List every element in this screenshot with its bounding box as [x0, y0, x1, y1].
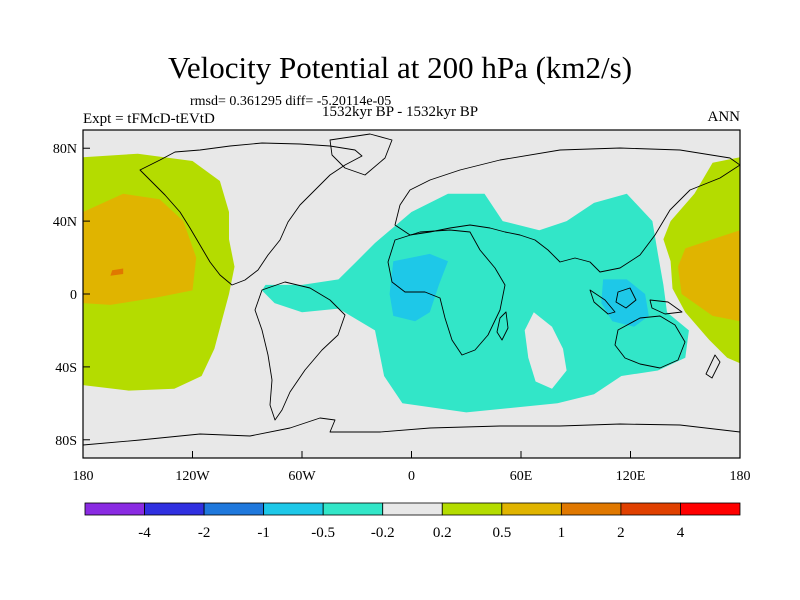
x-tick-label: 120W [175, 469, 210, 484]
period-label: 1532kyr BP - 1532kyr BP [321, 104, 479, 120]
colorbar-swatch [441, 502, 503, 516]
colorbar-swatch [382, 502, 443, 516]
colorbar-label: -2 [198, 525, 211, 541]
coast-new-guinea [649, 299, 683, 315]
coast-borneo [615, 287, 637, 309]
x-tick-label: 120E [616, 469, 646, 484]
colorbar-label: -0.5 [311, 525, 335, 541]
y-tick-label: 80S [55, 434, 77, 449]
coast-north-america [139, 142, 363, 286]
coast-south-america [254, 281, 346, 421]
y-tick-label: 40N [53, 215, 77, 230]
coast-greenland [329, 133, 393, 176]
coast-africa [387, 229, 506, 356]
colorbar-label: 0.2 [433, 525, 452, 541]
colorbar-label: -0.2 [371, 525, 395, 541]
colorbar-swatch [620, 502, 681, 516]
colorbar-swatch [203, 502, 265, 516]
coast-antarctica [83, 417, 740, 446]
region-indo-atlantic-negative-0.2 [261, 193, 689, 413]
contour-regions [83, 153, 740, 413]
coastlines [83, 133, 740, 446]
colorbar-label: 4 [677, 525, 685, 541]
region-maritime-negative-0.5 [601, 279, 649, 327]
colorbar-label: 1 [558, 525, 566, 541]
colorbar-label: 0.5 [492, 525, 511, 541]
chart-title: Velocity Potential at 200 hPa (km2/s) [167, 50, 633, 85]
region-pacific-positive-1 [110, 268, 124, 276]
region-westpac-positive-0.5 [678, 230, 740, 322]
colorbar-label: -4 [138, 525, 151, 541]
experiment-label: Expt = tFMcD-tEVtD [83, 111, 215, 127]
x-tick-label: 60W [288, 469, 316, 484]
colorbar-swatch [263, 502, 324, 516]
y-tick-label: 40S [55, 361, 77, 376]
coast-madagascar [496, 311, 509, 341]
x-tick-label: 60E [510, 469, 533, 484]
colorbar-swatch [680, 502, 741, 516]
x-tick-label: 180 [730, 469, 751, 484]
colorbar-swatch [84, 502, 145, 516]
colorbar-swatch [144, 502, 205, 516]
coast-eurasia [394, 147, 740, 273]
colorbar: -4 -2 -1 -0.5 -0.2 0.2 0.5 1 2 4 [84, 502, 741, 541]
colorbar-swatch [560, 502, 622, 516]
map-axes: 180 120W 60W 0 60E 120E 180 80N 40N 0 40S 80S [53, 142, 751, 484]
stats-label: rmsd= 0.361295 diff= -5.20114e-05 [190, 94, 392, 109]
colorbar-label: 2 [617, 525, 625, 541]
coast-new-zealand [705, 354, 721, 379]
x-tick-label: 0 [408, 469, 415, 484]
region-africa-negative-0.5 [389, 253, 448, 322]
y-tick-label: 0 [70, 288, 77, 303]
colorbar-swatch [501, 502, 562, 516]
coast-australia [614, 315, 686, 369]
region-pacific-positive-0.5 [83, 193, 197, 305]
colorbar-label: -1 [257, 525, 270, 541]
region-indo-atlantic-hole [524, 312, 567, 389]
season-label: ANN [707, 109, 741, 125]
coast-sumatra [589, 289, 616, 315]
y-tick-label: 80N [53, 142, 77, 157]
x-tick-label: 180 [73, 469, 94, 484]
colorbar-swatch [322, 502, 384, 516]
